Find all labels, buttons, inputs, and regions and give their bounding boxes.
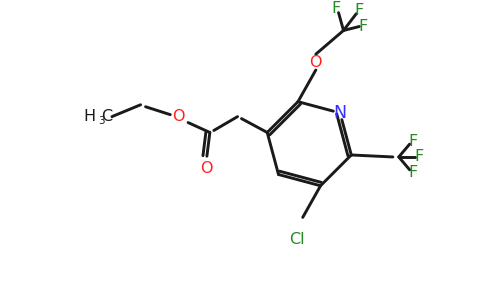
- Text: F: F: [355, 3, 364, 18]
- Text: C: C: [102, 109, 113, 124]
- Text: 3: 3: [98, 116, 105, 126]
- Text: O: O: [310, 55, 322, 70]
- Text: F: F: [408, 134, 417, 148]
- Text: Cl: Cl: [289, 232, 304, 247]
- Text: O: O: [172, 109, 184, 124]
- Text: H: H: [83, 109, 95, 124]
- Text: N: N: [333, 104, 347, 122]
- Text: O: O: [199, 160, 212, 175]
- Text: F: F: [408, 165, 417, 180]
- Text: F: F: [359, 19, 368, 34]
- Text: F: F: [331, 1, 340, 16]
- Text: F: F: [414, 149, 423, 164]
